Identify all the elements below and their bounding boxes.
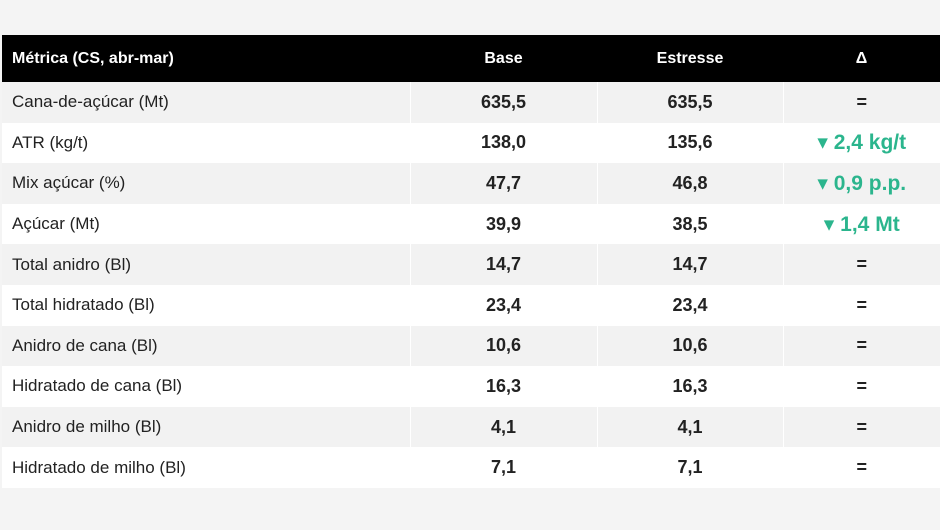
delta-cell: ▾ 0,9 p.p. bbox=[782, 163, 940, 204]
value-cell: 47,7 bbox=[409, 163, 597, 204]
value-cell: 4,1 bbox=[409, 406, 597, 448]
metric-cell: Hidratado de milho (Bl) bbox=[2, 447, 410, 488]
metric-cell: Anidro de milho (Bl) bbox=[2, 406, 410, 448]
table-row: Total anidro (Bl) 14,7 14,7 = bbox=[2, 244, 940, 285]
table-body: Cana-de-açúcar (Mt) 635,5 635,5 = ATR (kg/t)… bbox=[2, 82, 940, 488]
table-row: Total hidratado (Bl) 23,4 23,4 = bbox=[2, 284, 940, 326]
value-cell: 38,5 bbox=[596, 203, 783, 245]
value-cell: 14,7 bbox=[596, 244, 783, 285]
header-cell: Estresse bbox=[597, 35, 783, 82]
table-row: Anidro de milho (Bl) 4,1 4,1 = bbox=[2, 406, 940, 448]
data-table: Métrica (CS, abr-mar) Base Estresse Δ Cana-… bbox=[2, 35, 940, 488]
table-row: Hidratado de milho (Bl) 7,1 7,1 = bbox=[2, 447, 940, 488]
header-cell: Δ bbox=[783, 35, 940, 82]
header-row: Métrica (CS, abr-mar) Base Estresse Δ bbox=[2, 35, 940, 82]
table-row: Anidro de cana (Bl) 10,6 10,6 = bbox=[2, 325, 940, 367]
value-cell: 635,5 bbox=[409, 82, 597, 123]
value-cell: 138,0 bbox=[409, 122, 597, 164]
value-cell: 10,6 bbox=[409, 325, 597, 367]
delta-cell: = bbox=[782, 366, 940, 407]
value-cell: 16,3 bbox=[409, 366, 597, 407]
header-cell: Base bbox=[410, 35, 597, 82]
value-cell: 14,7 bbox=[409, 244, 597, 285]
table-row: Cana-de-açúcar (Mt) 635,5 635,5 = bbox=[2, 82, 940, 123]
delta-cell: = bbox=[782, 244, 940, 285]
table-row: Hidratado de cana (Bl) 16,3 16,3 = bbox=[2, 366, 940, 407]
value-cell: 7,1 bbox=[596, 447, 783, 488]
value-cell: 46,8 bbox=[596, 163, 783, 204]
table-container: Métrica (CS, abr-mar) Base Estresse Δ Cana-… bbox=[2, 35, 940, 488]
value-cell: 23,4 bbox=[409, 284, 597, 326]
value-cell: 4,1 bbox=[596, 406, 783, 448]
table-row: Açúcar (Mt) 39,9 38,5 ▾ 1,4 Mt bbox=[2, 203, 940, 245]
value-cell: 39,9 bbox=[409, 203, 597, 245]
metric-cell: Mix açúcar (%) bbox=[2, 163, 410, 204]
table-row: Mix açúcar (%) 47,7 46,8 ▾ 0,9 p.p. bbox=[2, 163, 940, 204]
metric-cell: Total anidro (Bl) bbox=[2, 244, 410, 285]
delta-cell: = bbox=[782, 447, 940, 488]
header-cell: Métrica (CS, abr-mar) bbox=[2, 35, 410, 82]
value-cell: 23,4 bbox=[596, 284, 783, 326]
metric-cell: ATR (kg/t) bbox=[2, 122, 410, 164]
delta-cell: ▾ 2,4 kg/t bbox=[782, 122, 940, 164]
metric-cell: Cana-de-açúcar (Mt) bbox=[2, 82, 410, 123]
delta-cell: = bbox=[782, 82, 940, 123]
value-cell: 10,6 bbox=[596, 325, 783, 367]
delta-cell: = bbox=[782, 325, 940, 367]
table-row: ATR (kg/t) 138,0 135,6 ▾ 2,4 kg/t bbox=[2, 122, 940, 164]
value-cell: 635,5 bbox=[596, 82, 783, 123]
delta-cell: ▾ 1,4 Mt bbox=[782, 203, 940, 245]
delta-cell: = bbox=[782, 406, 940, 448]
metric-cell: Anidro de cana (Bl) bbox=[2, 325, 410, 367]
delta-cell: = bbox=[782, 284, 940, 326]
value-cell: 16,3 bbox=[596, 366, 783, 407]
metric-cell: Açúcar (Mt) bbox=[2, 203, 410, 245]
metric-cell: Hidratado de cana (Bl) bbox=[2, 366, 410, 407]
metric-cell: Total hidratado (Bl) bbox=[2, 284, 410, 326]
value-cell: 7,1 bbox=[409, 447, 597, 488]
value-cell: 135,6 bbox=[596, 122, 783, 164]
